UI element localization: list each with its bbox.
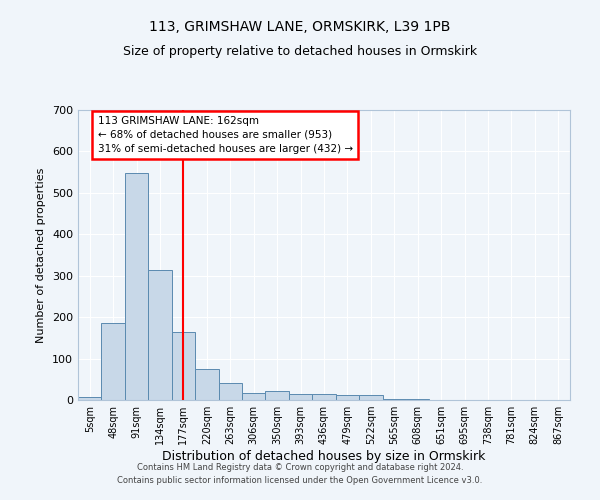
Bar <box>289 394 312 400</box>
Text: 113 GRIMSHAW LANE: 162sqm
← 68% of detached houses are smaller (953)
31% of semi: 113 GRIMSHAW LANE: 162sqm ← 68% of detac… <box>98 116 353 154</box>
Bar <box>148 270 172 400</box>
Bar <box>218 382 242 400</box>
Bar <box>336 395 359 400</box>
Bar <box>195 369 218 400</box>
Y-axis label: Number of detached properties: Number of detached properties <box>37 168 46 342</box>
Bar <box>101 323 125 400</box>
Bar <box>172 332 195 400</box>
Bar <box>383 399 406 400</box>
Bar <box>265 391 289 400</box>
Bar <box>359 394 383 400</box>
Bar <box>78 396 101 400</box>
Text: Size of property relative to detached houses in Ormskirk: Size of property relative to detached ho… <box>123 45 477 58</box>
Text: 113, GRIMSHAW LANE, ORMSKIRK, L39 1PB: 113, GRIMSHAW LANE, ORMSKIRK, L39 1PB <box>149 20 451 34</box>
Bar <box>406 399 430 400</box>
Bar <box>125 174 148 400</box>
Bar <box>312 394 336 400</box>
Text: Contains HM Land Registry data © Crown copyright and database right 2024.
Contai: Contains HM Land Registry data © Crown c… <box>118 464 482 485</box>
Bar <box>242 392 265 400</box>
X-axis label: Distribution of detached houses by size in Ormskirk: Distribution of detached houses by size … <box>163 450 485 463</box>
